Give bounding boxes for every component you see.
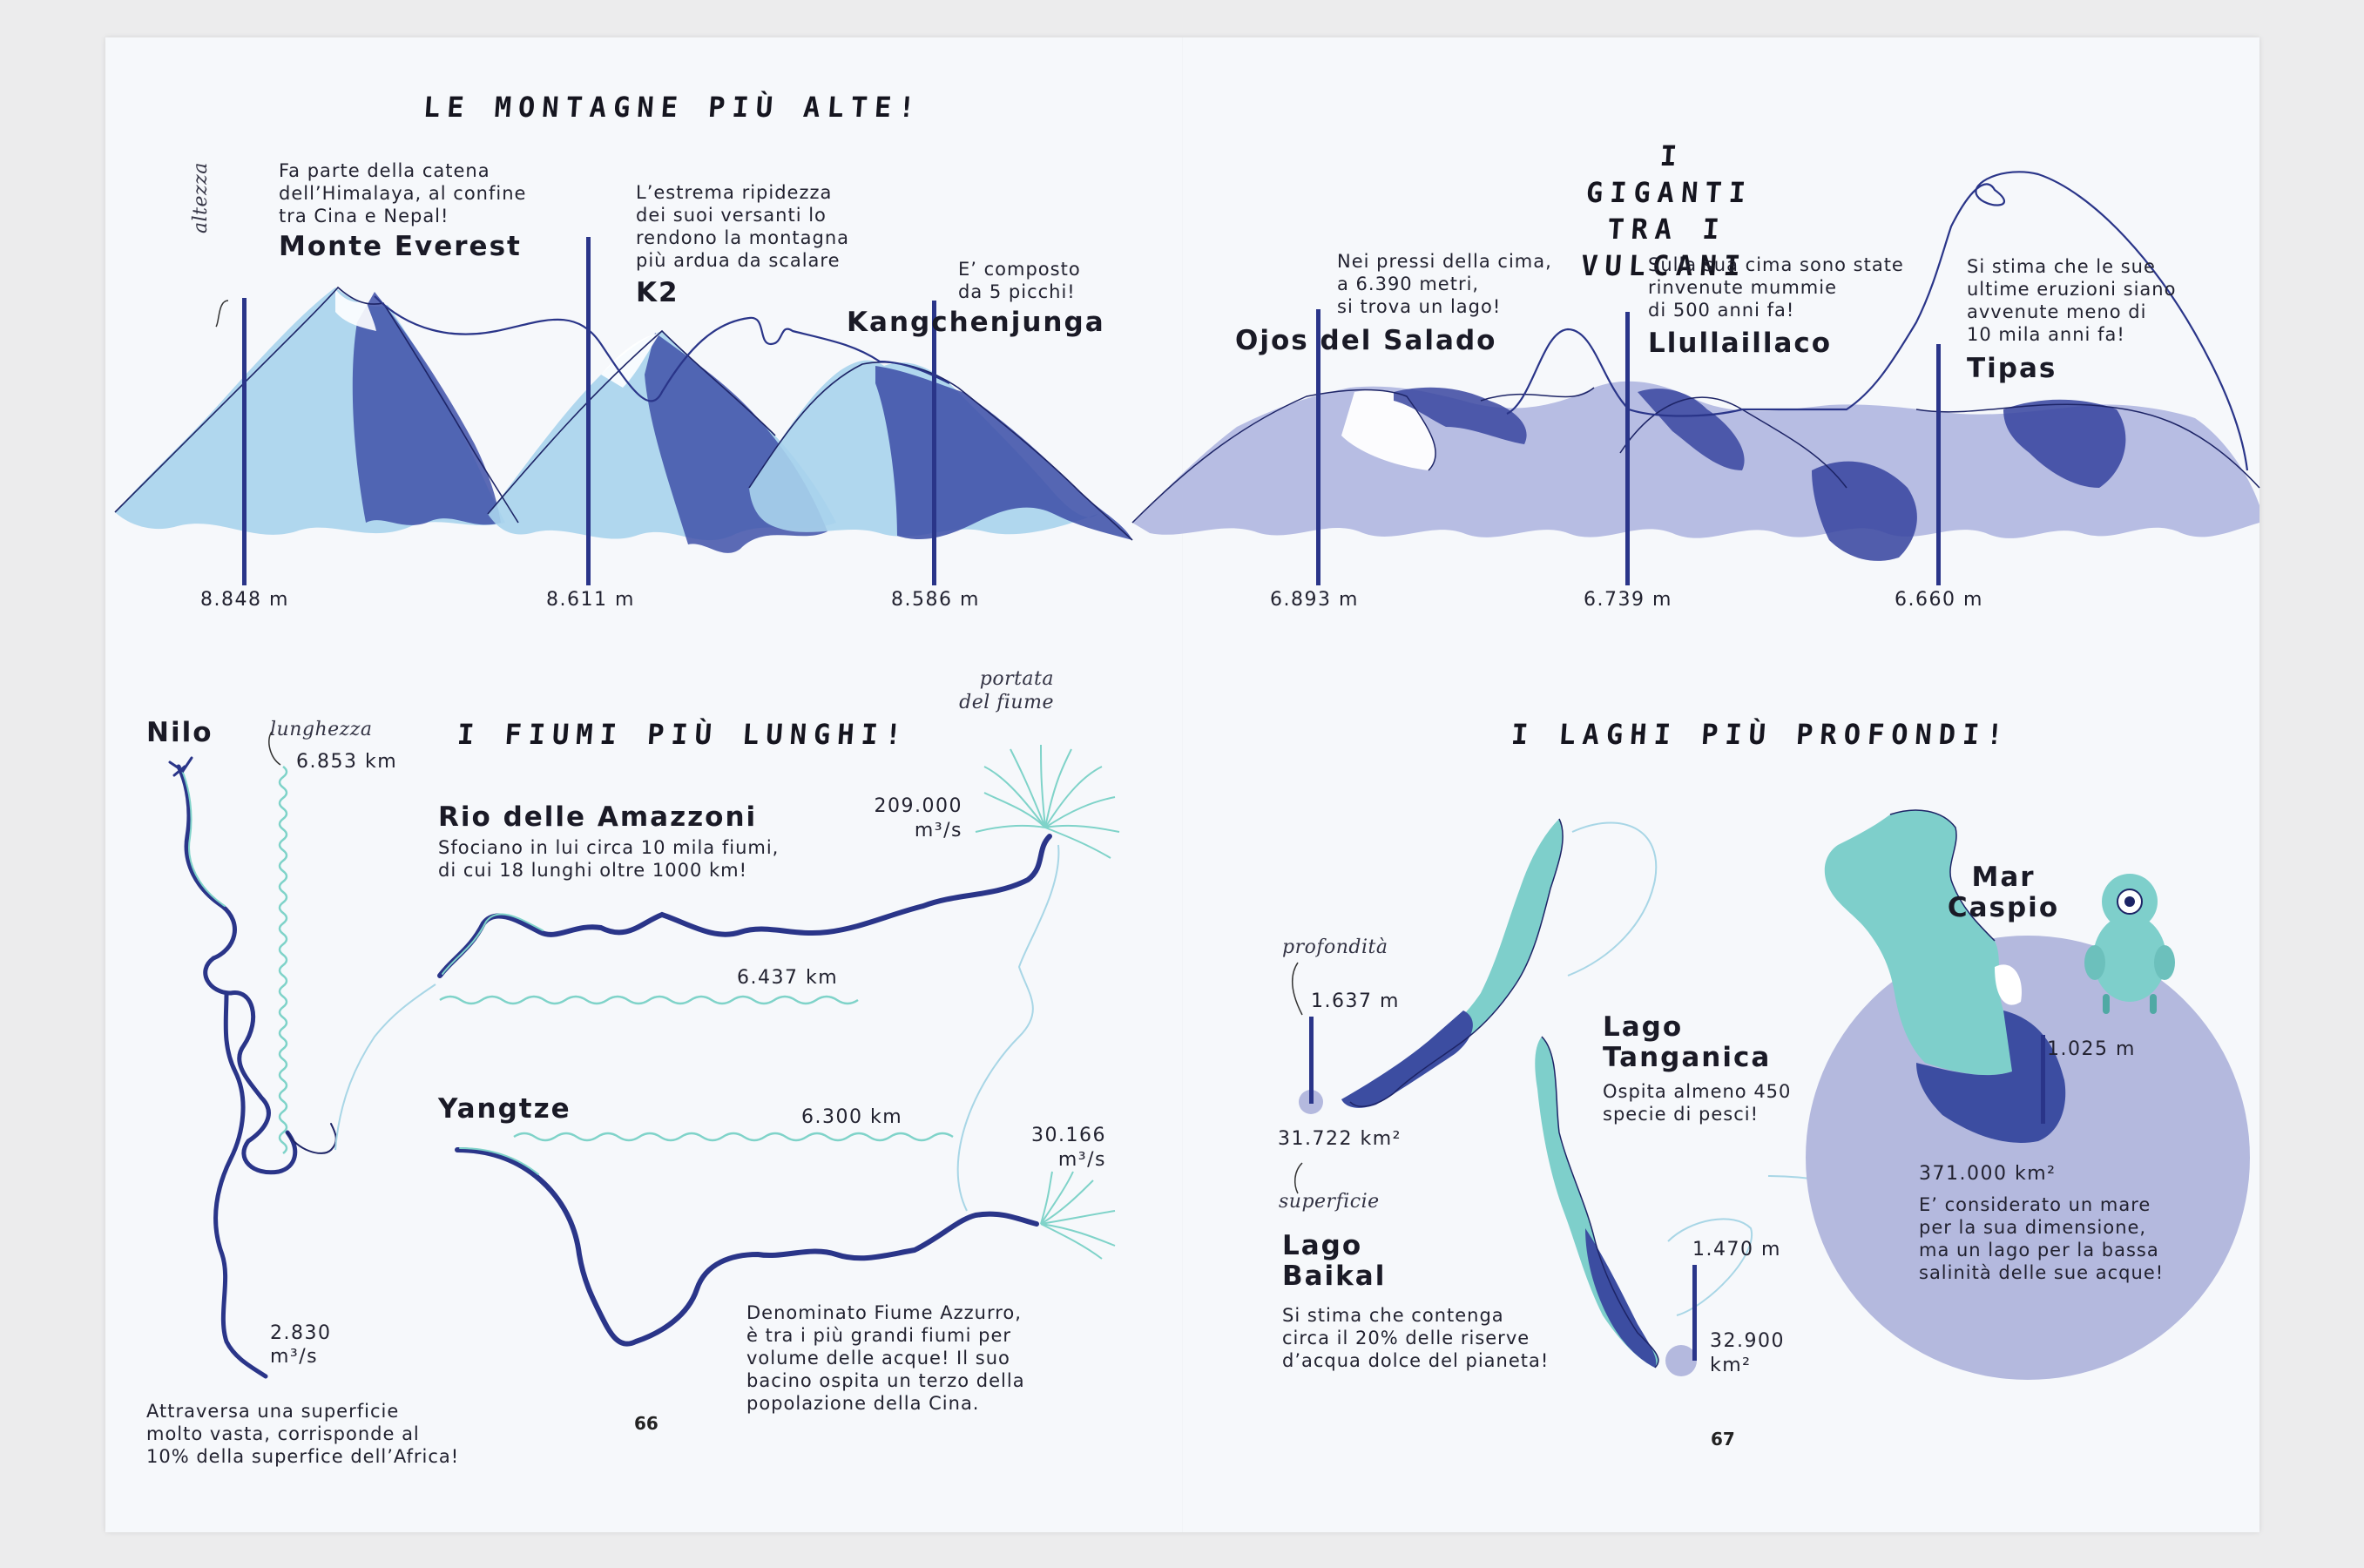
- rivers-title: I FIUMI PIÙ LUNGHI!: [456, 718, 910, 751]
- caspio-lake: [1824, 809, 2066, 1143]
- tanganica-lake: [1535, 1036, 1659, 1369]
- amazon-delta-fan: [975, 744, 1120, 859]
- nile-length-label: 6.853 km: [296, 751, 398, 773]
- caspio-depth-bar: [2041, 1035, 2045, 1124]
- k2-name: K2: [636, 277, 679, 308]
- ojos-height-label: 6.893 m: [1270, 589, 1359, 611]
- tipas-desc: Si stima che le sue ultime eruzioni sian…: [1967, 256, 2177, 345]
- llullaillaco-bar: [1625, 312, 1630, 585]
- amazon-name: Rio delle Amazzoni: [438, 801, 758, 833]
- baikal-depth-label: 1.637 m: [1311, 990, 1400, 1012]
- page-number-right: 67: [1711, 1429, 1735, 1450]
- mountains-thread: [374, 295, 950, 402]
- lunghezza-bracket: [268, 731, 281, 766]
- amazon-river: [437, 834, 1052, 978]
- everest-height-label: 8.848 m: [200, 589, 289, 611]
- volcanoes-thread: [1506, 171, 2249, 471]
- height-bars: [242, 237, 1941, 585]
- ojos-desc: Nei pressi della cima, a 6.390 metri, si…: [1337, 251, 1552, 317]
- kangchenjunga-shade: [875, 366, 1132, 540]
- page-number-left: 66: [634, 1413, 659, 1434]
- yangtze-river: [455, 1147, 1039, 1347]
- tanganica-area-label: 32.900 km²: [1710, 1330, 1785, 1376]
- tanganica-desc: Ospita almeno 450 specie di pesci!: [1603, 1081, 1792, 1125]
- baikal-depth-bar: [1309, 1017, 1314, 1104]
- baikal-lake: [1341, 818, 1564, 1108]
- everest-bar: [242, 298, 247, 585]
- lakes-title: I LAGHI PIÙ PROFONDI!: [1510, 718, 2011, 751]
- amazon-flow-label: 209.000 m³/s: [874, 795, 962, 841]
- everest-name: Monte Everest: [279, 231, 522, 262]
- tanganica-name: Lago Tanganica: [1603, 1011, 1772, 1073]
- ojos-snow: [1341, 389, 1436, 470]
- tanganica-depth-label: 1.470 m: [1692, 1239, 1781, 1260]
- baikal-name: Lago Baikal: [1282, 1230, 1387, 1292]
- mountains-illustration: [114, 286, 1133, 553]
- tanganica-depth-bar: [1692, 1265, 1697, 1361]
- everest-desc: Fa parte della catena dell’Himalaya, al …: [279, 160, 527, 226]
- nile-length-wave: [278, 766, 288, 1154]
- everest-snow: [335, 289, 376, 331]
- nile-flow-label: 2.830 m³/s: [270, 1322, 332, 1368]
- llullaillaco-name: Llullaillaco: [1648, 328, 1833, 359]
- yangtze-length-wave: [513, 1132, 954, 1142]
- yangtze-name: Yangtze: [438, 1093, 571, 1125]
- superficie-label: superficie: [1279, 1191, 1380, 1213]
- yangtze-delta-fan: [1040, 1171, 1116, 1260]
- nile-river: [168, 756, 337, 1379]
- profondita-label: profondità: [1282, 936, 1388, 958]
- volcanoes-dark-2: [1638, 389, 1745, 470]
- ojos-name: Ojos del Salado: [1235, 325, 1497, 356]
- page-gutter: [1182, 37, 1183, 1532]
- everest-shade: [352, 292, 501, 525]
- yangtze-desc: Denominato Fiume Azzurro, è tra i più gr…: [746, 1302, 1025, 1414]
- tipas-height-label: 6.660 m: [1895, 589, 1983, 611]
- caspio-desc: E’ considerato un mare per la sua dimens…: [1919, 1194, 2165, 1283]
- kangchenjunga-height-label: 8.586 m: [891, 589, 980, 611]
- k2-desc: L’estrema ripidezza dei suoi versanti lo…: [636, 182, 850, 271]
- amazon-length-wave: [439, 995, 859, 1005]
- kangchenjunga-desc: E’ composto da 5 picchi!: [958, 259, 1081, 302]
- ojos-bar: [1316, 309, 1320, 585]
- tipas-name: Tipas: [1967, 353, 2057, 384]
- nile-name: Nilo: [146, 717, 213, 748]
- amazon-length-label: 6.437 km: [737, 967, 839, 989]
- superficie-bracket: [1293, 1162, 1303, 1194]
- lunghezza-label: lunghezza: [270, 719, 373, 740]
- profondita-bracket: [1291, 962, 1303, 1016]
- kangchenjunga-bar: [932, 301, 936, 585]
- portata-label: portata del fiume: [959, 668, 1054, 713]
- yangtze-flow-label: 30.166 m³/s: [1031, 1125, 1106, 1171]
- altezza-label: altezza: [190, 162, 212, 233]
- caspio-depth-label: 1.025 m: [2047, 1038, 2136, 1060]
- volcanoes-dark-4: [2003, 399, 2126, 488]
- volcanoes-illustration: [1131, 381, 2260, 561]
- caspio-area-circle: [1806, 936, 2250, 1380]
- mountains-title: LE MONTAGNE PIÙ ALTE!: [422, 91, 923, 124]
- altezza-bracket: [215, 300, 229, 328]
- amazon-desc: Sfociano in lui circa 10 mila fiumi, di …: [438, 837, 780, 881]
- volcanoes-dark-1: [1394, 387, 1527, 444]
- k2-bar: [586, 237, 591, 585]
- tipas-bar: [1936, 344, 1941, 585]
- caspio-name: Mar Caspio: [1947, 862, 2060, 923]
- tanganica-area-dot: [1665, 1345, 1697, 1376]
- kangchenjunga-name: Kangchenjunga: [847, 307, 1105, 338]
- llullaillaco-height-label: 6.739 m: [1584, 589, 1672, 611]
- caspio-area-label: 371.000 km²: [1919, 1163, 2057, 1185]
- baikal-desc: Si stima che contenga circa il 20% delle…: [1282, 1305, 1550, 1371]
- volcanoes-outline: [1131, 387, 2260, 524]
- baikal-area-label: 31.722 km²: [1278, 1128, 1402, 1150]
- yangtze-length-label: 6.300 km: [801, 1106, 903, 1128]
- llullaillaco-desc: Sulla sua cima sono state rinvenute mumm…: [1648, 254, 1904, 321]
- teal-creature-icon: [2084, 874, 2175, 1014]
- k2-height-label: 8.611 m: [546, 589, 635, 611]
- nile-desc: Attraversa una superficie molto vasta, c…: [146, 1401, 460, 1467]
- volcanoes-dark-3: [1812, 461, 1917, 561]
